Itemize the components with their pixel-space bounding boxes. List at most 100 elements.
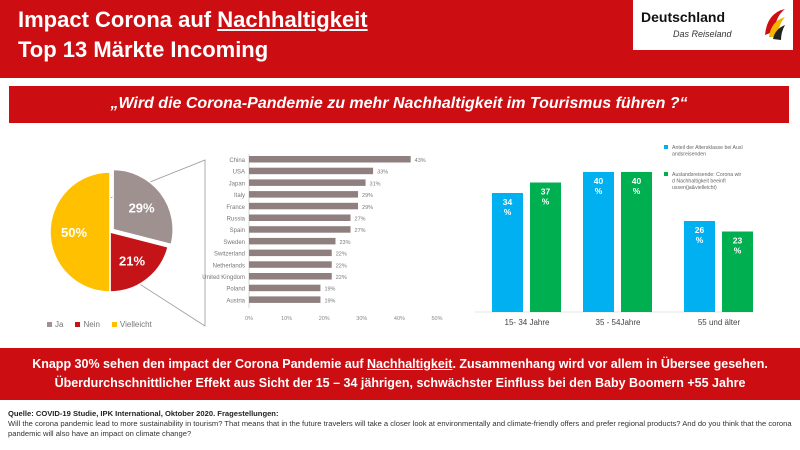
country-value-label: 43% [415, 158, 426, 164]
legend-swatch [47, 322, 52, 327]
country-label: Italy [234, 193, 245, 199]
country-value-label: 29% [362, 205, 373, 211]
country-bar-united-kingdom [249, 273, 332, 280]
pie-legend-item-ja: Ja [47, 320, 63, 329]
country-bar-chart: China 43% USA 33% Japan 31% Italy 29% France 29% R… [202, 154, 443, 322]
x-tick-label: 0% [245, 316, 253, 322]
country-value-label: 22% [336, 252, 347, 258]
country-bar-switzerland [249, 249, 332, 257]
country-label: Sweden [223, 240, 245, 246]
eagle-icon [765, 9, 785, 40]
country-label: Switzerland [214, 252, 245, 258]
legend-swatch [75, 322, 81, 327]
country-value-label: 27% [355, 217, 366, 223]
country-value-label: 33% [377, 170, 388, 176]
source-question: Will the corona pandemic lead to more su… [8, 419, 792, 438]
age-group-bar-chart: 34 % 37 % 15- 34 Jahre 40 % 40 % 35 - 54Jahre 26% 2… [475, 145, 753, 327]
age-category-label: 35 - 54Jahre [596, 318, 641, 327]
legend-label: Vielleicht [119, 320, 152, 329]
country-label: France [226, 205, 245, 211]
country-label: USA [233, 170, 245, 176]
country-bar-poland [249, 284, 321, 292]
pie-chart: 29% 21% 50% [49, 168, 174, 293]
age-legend-swatch [664, 172, 668, 176]
age-legend-swatch [664, 145, 668, 149]
age-bar-value-label: 34% [503, 197, 513, 217]
country-label: Japan [229, 181, 245, 187]
country-bar-netherlands [249, 261, 332, 268]
pie-legend-item-nein: Nein [75, 320, 100, 329]
legend-label: Nein [83, 320, 100, 329]
country-label: Spain [230, 228, 245, 234]
summary-underlined-word: Nachhaltigkeit [367, 357, 453, 371]
pie-legend-item-vielleicht: Vielleicht [111, 320, 152, 329]
country-value-label: 31% [370, 181, 381, 187]
summary-banner: Knapp 30% sehen den impact der Corona Pa… [0, 348, 800, 400]
age-bar-value-label: 40% [594, 176, 604, 196]
age-category-label: 55 und älter [698, 318, 741, 327]
country-bar-china [249, 156, 411, 163]
x-tick-label: 30% [356, 316, 367, 322]
title-line-2: Top 13 Märkte Incoming [18, 37, 269, 62]
age-bar-value-label: 40% [632, 176, 642, 196]
title-underlined-word: Nachhaltigkeit [217, 7, 368, 32]
x-tick-label: 10% [281, 316, 292, 322]
country-bar-russia [249, 214, 351, 221]
country-bar-sweden [249, 237, 336, 245]
question-banner: „Wird die Corona-Pandemie zu mehr Nachha… [9, 86, 789, 123]
country-value-label: 29% [362, 193, 373, 199]
age-bar-55-und-lter-series-1 [684, 221, 715, 312]
title-line-1: Impact Corona auf Nachhaltigkeit [18, 7, 368, 32]
age-bar-value-label: 37% [541, 187, 551, 207]
summary-line-2: Überdurchschnittlicher Effekt aus Sicht … [54, 376, 746, 390]
age-bar-15-34-jahre-series-1 [492, 193, 523, 312]
x-tick-label: 40% [394, 316, 405, 322]
country-label: United Kingdom [202, 275, 245, 281]
pie-label-ja: 29% [129, 200, 155, 215]
country-label: Austria [226, 298, 245, 304]
country-label: China [229, 158, 245, 164]
country-bar-usa [249, 167, 374, 175]
legend-label: Ja [55, 320, 64, 329]
header-bar: Impact Corona auf Nachhaltigkeit Top 13 … [0, 0, 800, 78]
country-value-label: 22% [336, 275, 347, 281]
country-bar-france [249, 202, 359, 210]
country-bar-austria [249, 296, 321, 303]
source-note: Quelle: COVID-19 Studie, IPK Internation… [8, 409, 798, 439]
country-bar-italy [249, 191, 359, 198]
country-value-label: 19% [324, 298, 335, 304]
age-legend-label: Anteil der Altersklasse bei Ausl andsreis… [672, 145, 743, 158]
country-value-label: 27% [355, 228, 366, 234]
age-bar-55-und-lter-series-2 [722, 231, 753, 312]
country-value-label: 23% [339, 240, 350, 246]
country-value-label: 22% [336, 263, 347, 269]
age-category-label: 15- 34 Jahre [505, 318, 550, 327]
age-legend-label: Auslandsreisende: Corona wir d Nachhaltig… [672, 172, 741, 191]
pie-label-nein: 21% [119, 253, 145, 268]
x-tick-label: 20% [319, 316, 330, 322]
age-bar-15-34-jahre-series-2 [530, 182, 561, 312]
country-bar-japan [249, 179, 366, 186]
pie-slice-vielleicht [49, 171, 111, 293]
logo: Deutschland Das Reiseland [633, 0, 793, 50]
country-label: Poland [226, 287, 245, 293]
pie-legend: Ja Nein Vielleicht [47, 320, 152, 329]
country-label: Netherlands [213, 263, 245, 269]
pie-slice-ja [112, 168, 174, 246]
age-bar-35-54jahre-series-1 [583, 172, 614, 312]
age-bar-value-label: 26% [695, 225, 705, 245]
summary-line-1: Knapp 30% sehen den impact der Corona Pa… [32, 357, 768, 371]
legend-swatch [111, 322, 117, 327]
pie-slice-nein [109, 231, 170, 293]
survey-question: „Wird die Corona-Pandemie zu mehr Nachha… [110, 95, 688, 112]
age-bar-value-label: 23% [733, 236, 743, 256]
country-label: Russia [227, 217, 246, 223]
age-bar-35-54jahre-series-2 [621, 172, 652, 312]
country-bar-spain [249, 226, 351, 233]
source-title: Quelle: COVID-19 Studie, IPK Internation… [8, 409, 279, 418]
pie-label-vielleicht: 50% [61, 225, 87, 240]
x-tick-label: 50% [431, 316, 442, 322]
logo-name: Deutschland [641, 9, 726, 25]
